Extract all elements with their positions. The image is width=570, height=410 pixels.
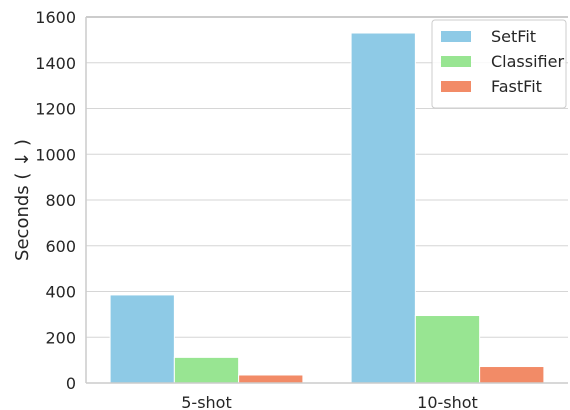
legend-label-fastfit: FastFit: [491, 77, 542, 96]
y-tick-label: 1200: [35, 100, 76, 119]
y-tick-label: 200: [45, 328, 76, 347]
y-tick-label: 1600: [35, 8, 76, 27]
y-tick-label: 400: [45, 283, 76, 302]
bar-classifier-10-shot: [414, 315, 481, 384]
y-axis-label: Seconds ( ↓ ): [12, 139, 33, 261]
y-tick-labels: 0 200 400 600 800 1000 1200 1400 1600: [35, 8, 76, 393]
y-tick-label: 600: [45, 237, 76, 256]
y-tick-label: 1400: [35, 54, 76, 73]
bar-setfit-5-shot: [109, 294, 175, 384]
bar-classifier-5-shot: [173, 356, 240, 384]
y-tick-label: 0: [66, 374, 76, 393]
legend-label-classifier: Classifier: [491, 52, 564, 71]
bar-fastfit-5-shot: [238, 374, 304, 384]
legend-label-setfit: SetFit: [491, 27, 536, 46]
y-tick-label: 800: [45, 191, 76, 210]
x-tick-label: 10-shot: [417, 393, 478, 410]
y-tick-label: 1000: [35, 145, 76, 164]
legend: SetFit Classifier FastFit: [431, 19, 567, 109]
legend-swatch-setfit: [441, 31, 471, 42]
x-tick-labels: 5-shot 10-shot: [181, 393, 478, 410]
bars: [109, 32, 545, 384]
bar-fastfit-10-shot: [479, 366, 545, 384]
legend-swatch-classifier: [441, 56, 471, 67]
legend-swatch-fastfit: [441, 81, 471, 92]
axes: [85, 16, 568, 384]
x-tick-label: 5-shot: [181, 393, 232, 410]
bar-setfit-10-shot: [350, 32, 416, 384]
